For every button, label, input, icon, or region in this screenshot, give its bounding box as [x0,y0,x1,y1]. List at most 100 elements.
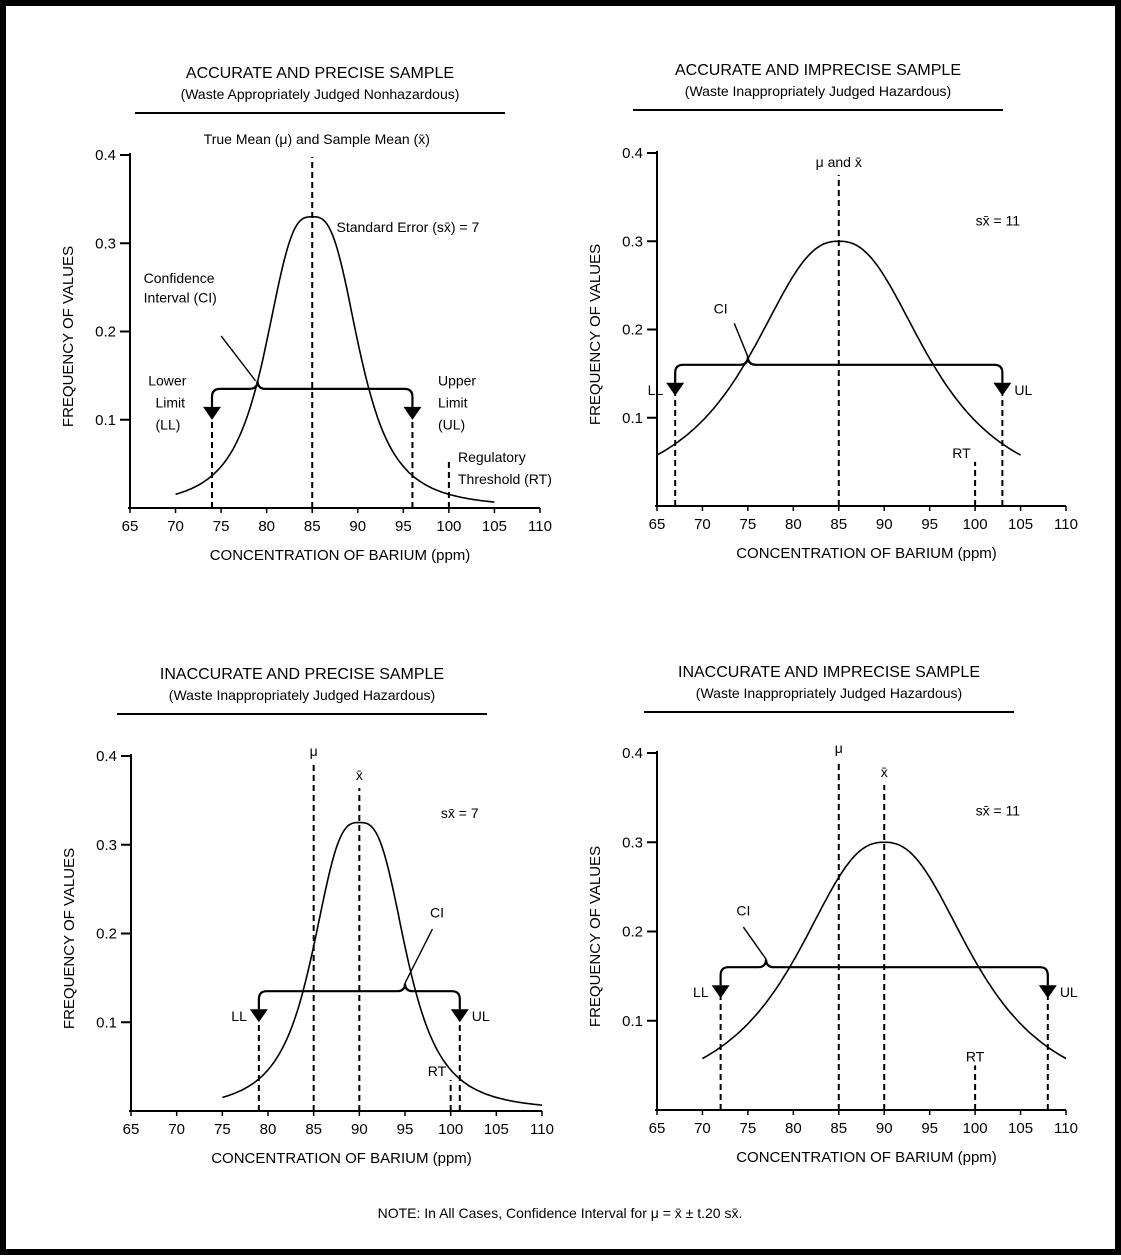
true-mean-label: μ [310,743,318,759]
x-tick-label: 70 [694,1120,711,1137]
mean-label: μ and x̄ [816,154,862,170]
x-tick-label: 110 [1054,1120,1078,1137]
y-tick-label: 0.2 [95,324,116,341]
x-tick-label: 65 [649,516,666,533]
y-tick-label: 0.2 [622,322,643,339]
panel-1: ACCURATE AND PRECISE SAMPLE (Waste Approp… [60,65,552,564]
confidence-interval-bracket [257,983,461,1010]
ci-label: Confidence [144,270,215,286]
panel-2: ACCURATE AND IMPRECISE SAMPLE (Waste Inap… [587,62,1078,562]
distribution-curve [175,216,495,503]
ul-label: UL [1060,984,1078,1000]
rt-label: Threshold (RT) [458,471,552,487]
x-tick-label: 75 [214,1121,231,1138]
x-tick-label: 95 [921,1120,938,1137]
rt-label: Regulatory [458,449,526,465]
x-tick-label: 95 [395,518,412,535]
rt-label: RT [952,445,971,461]
mean-label: True Mean (μ) and Sample Mean (x̄) [204,131,430,147]
x-tick-label: 100 [963,1120,988,1137]
y-tick-label: 0.2 [96,926,117,943]
x-tick-label: 105 [1008,516,1033,533]
true-mean-label: μ [835,740,843,756]
panel-3: INACCURATE AND PRECISE SAMPLE (Waste Inap… [61,666,554,1167]
y-tick-label: 0.3 [622,233,643,250]
x-tick-label: 90 [876,1120,893,1137]
confidence-interval-bracket [719,959,1049,986]
y-tick-label: 0.1 [622,410,643,427]
y-axis-label: FREQUENCY OF VALUES [587,846,604,1027]
lower-limit-arrow [203,406,221,420]
x-tick-label: 65 [649,1120,666,1137]
x-tick-label: 70 [167,518,184,535]
y-tick-label: 0.1 [622,1013,643,1030]
x-tick-label: 100 [436,518,461,535]
y-tick-label: 0.4 [622,145,643,162]
sample-mean-label: x̄ [356,767,363,783]
x-tick-label: 85 [305,1121,322,1138]
x-tick-label: 90 [876,516,893,533]
standard-error-label: Standard Error (sx̄) = 7 [336,219,479,235]
rt-label: RT [966,1048,985,1064]
ll-label: Lower [148,372,186,388]
distribution-curve [702,841,1067,1060]
x-tick-label: 70 [168,1121,185,1138]
x-tick-label: 90 [349,518,366,535]
x-tick-label: 95 [921,516,938,533]
y-tick-label: 0.4 [95,147,116,164]
sample-mean-label: x̄ [881,764,888,780]
x-tick-label: 95 [397,1121,414,1138]
y-axis-label: FREQUENCY OF VALUES [60,246,77,427]
ul-label: (UL) [438,416,465,432]
panel-subtitle: (Waste Appropriately Judged Nonhazardous… [181,86,460,102]
ul-label: Limit [438,394,468,410]
y-tick-label: 0.4 [622,745,643,762]
ci-label: CI [736,902,750,918]
ci-label: Interval (CI) [144,289,217,305]
panel-4: INACCURATE AND IMPRECISE SAMPLE (Waste In… [587,664,1078,1166]
ul-label: UL [472,1008,490,1024]
x-tick-label: 110 [1054,516,1078,533]
rt-label: RT [428,1063,447,1079]
x-tick-label: 75 [740,516,757,533]
ll-label: LL [693,984,709,1000]
panel-subtitle: (Waste Inappropriately Judged Hazardous) [169,687,435,703]
confidence-interval-bracket [674,356,1004,383]
panel-title: INACCURATE AND PRECISE SAMPLE [160,666,444,683]
y-tick-label: 0.1 [95,412,116,429]
ll-label: Limit [156,394,186,410]
upper-limit-arrow [993,382,1012,396]
x-axis-label: CONCENTRATION OF BARIUM (ppm) [736,545,997,562]
x-tick-label: 110 [528,518,552,535]
distribution-curve [222,821,543,1106]
ll-label: (LL) [156,416,181,432]
note-text: NOTE: In All Cases, Confidence Interval … [378,1205,743,1221]
panel-title: ACCURATE AND PRECISE SAMPLE [186,65,454,82]
y-tick-label: 0.4 [96,748,117,765]
y-tick-label: 0.3 [96,837,117,854]
y-tick-label: 0.3 [622,834,643,851]
ul-label: UL [1014,382,1032,398]
lower-limit-arrow [711,985,730,999]
panel-subtitle: (Waste Inappropriately Judged Hazardous) [685,83,951,99]
ci-leader [220,335,257,382]
x-tick-label: 65 [123,1121,140,1138]
lower-limit-arrow [666,382,685,396]
panel-title: INACCURATE AND IMPRECISE SAMPLE [678,664,980,681]
x-tick-label: 80 [260,1121,277,1138]
x-tick-label: 80 [785,516,802,533]
ul-label: Upper [438,372,476,388]
x-tick-label: 100 [438,1121,463,1138]
ll-label: LL [648,382,664,398]
lower-limit-arrow [249,1009,268,1023]
y-axis-label: FREQUENCY OF VALUES [587,244,604,425]
ci-label: CI [714,301,728,317]
ci-leader [733,323,749,358]
panel-subtitle: (Waste Inappropriately Judged Hazardous) [696,685,962,701]
x-tick-label: 85 [830,1120,847,1137]
upper-limit-arrow [403,406,422,420]
ci-label: CI [430,905,444,921]
x-tick-label: 70 [694,516,711,533]
x-axis-label: CONCENTRATION OF BARIUM (ppm) [736,1149,997,1166]
